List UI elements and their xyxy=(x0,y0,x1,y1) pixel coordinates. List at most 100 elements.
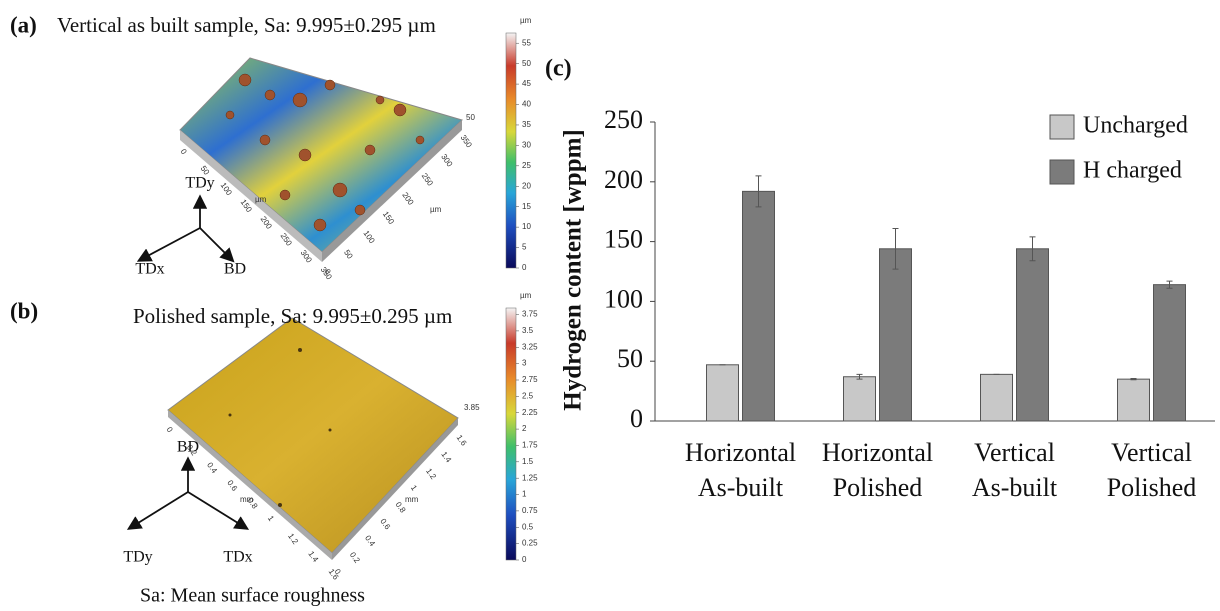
colorbar-tick-label: 3.75 xyxy=(522,310,538,319)
colorbar-tick-label: 3 xyxy=(522,359,527,368)
bar xyxy=(743,191,775,421)
surface-tick-label: 0.2 xyxy=(348,550,362,565)
direction-label: TDy xyxy=(123,549,152,566)
surface-a xyxy=(180,58,462,262)
colorbar-tick-label: 30 xyxy=(522,141,531,150)
colorbar-tick-label: 2.5 xyxy=(522,391,534,400)
panel-label: (a) xyxy=(10,12,37,37)
legend-label: Uncharged xyxy=(1083,113,1188,139)
colorbar-tick-label: 2.25 xyxy=(522,408,538,417)
colorbar-tick-label: 25 xyxy=(522,161,531,170)
surface-tick-label: 0.4 xyxy=(363,534,377,549)
bar xyxy=(981,374,1013,421)
colorbar-tick-label: 2.75 xyxy=(522,375,538,384)
z-label: 3.85 xyxy=(464,403,480,412)
colorbar-tick-label: 45 xyxy=(522,79,531,88)
y-tick-label: 250 xyxy=(604,105,643,134)
colorbar-tick-label: 1.25 xyxy=(522,473,538,482)
colorbar-tick-label: 10 xyxy=(522,222,531,231)
surface-tick-label: 1.4 xyxy=(306,549,320,564)
surface-tick-label: 100 xyxy=(361,229,376,246)
surface-axis-unit: µm xyxy=(430,205,442,214)
direction-label: TDy xyxy=(185,175,214,192)
y-tick-label: 50 xyxy=(617,344,643,373)
direction-label: BD xyxy=(177,439,199,456)
colorbar-tick-label: 0.5 xyxy=(522,522,534,531)
colorbar-tick-label: 15 xyxy=(522,202,531,211)
colorbar-tick-label: 2 xyxy=(522,424,527,433)
x-tick-label: As-built xyxy=(698,473,784,502)
x-tick-label: Horizontal xyxy=(822,438,933,467)
x-tick-label: Horizontal xyxy=(685,438,796,467)
surface-tick-label: 1.2 xyxy=(424,467,438,482)
colorbar xyxy=(506,308,516,560)
y-tick-label: 200 xyxy=(604,165,643,194)
colorbar-tick-label: 55 xyxy=(522,38,531,47)
colorbar-tick-label: 0 xyxy=(522,555,527,564)
direction-label: BD xyxy=(224,261,246,278)
colorbar-tick-label: 0.25 xyxy=(522,539,538,548)
surface-axis-unit: µm xyxy=(255,195,267,204)
surface-tick-label: 1 xyxy=(266,514,276,523)
colorbar-tick-label: 3.25 xyxy=(522,342,538,351)
surface-tick-label: 0.4 xyxy=(205,461,219,476)
surface-axis-unit: mm xyxy=(240,495,254,504)
colorbar-tick-label: 50 xyxy=(522,59,531,68)
legend-swatch xyxy=(1050,115,1074,139)
surface-tick-label: 1 xyxy=(409,483,419,492)
surface-tick-label: 50 xyxy=(342,248,355,261)
panel-label: (b) xyxy=(10,298,38,323)
x-tick-label: Polished xyxy=(1107,473,1197,502)
direction-arrow xyxy=(188,492,246,528)
bar xyxy=(1154,285,1186,421)
x-tick-label: As-built xyxy=(972,473,1058,502)
figure: (a) Vertical as built sample, Sa: 9.995±… xyxy=(0,0,1220,611)
x-tick-label: Vertical xyxy=(974,438,1055,467)
legend-label: H charged xyxy=(1083,158,1182,184)
colorbar-tick-label: 35 xyxy=(522,120,531,129)
panel-title: Polished sample, Sa: 9.995±0.295 µm xyxy=(133,304,452,328)
bar xyxy=(1118,379,1150,421)
bar xyxy=(880,249,912,421)
surface-tick-label: 200 xyxy=(400,191,415,208)
y-tick-label: 0 xyxy=(630,404,643,433)
direction-arrow xyxy=(200,228,232,260)
direction-arrow xyxy=(140,228,200,260)
direction-arrow xyxy=(130,492,188,528)
y-tick-label: 150 xyxy=(604,225,643,254)
colorbar-tick-label: 5 xyxy=(522,243,527,252)
colorbar-tick-label: 20 xyxy=(522,181,531,190)
legend-swatch xyxy=(1050,160,1074,184)
colorbar-unit: µm xyxy=(520,291,532,300)
surface-tick-label: 0 xyxy=(179,147,189,156)
x-tick-label: Polished xyxy=(833,473,923,502)
colorbar-tick-label: 1 xyxy=(522,490,527,499)
colorbar-unit: µm xyxy=(520,16,532,25)
surface-tick-label: 1.4 xyxy=(439,450,453,465)
x-tick-label: Vertical xyxy=(1111,438,1192,467)
surface-tick-label: 300 xyxy=(439,152,454,169)
colorbar-tick-label: 0 xyxy=(522,263,527,272)
surface-tick-label: 1.2 xyxy=(286,532,300,547)
panel-title: Vertical as built sample, Sa: 9.995±0.29… xyxy=(57,13,436,37)
bar xyxy=(707,365,739,421)
direction-label: TDx xyxy=(223,549,252,566)
colorbar-tick-label: 1.75 xyxy=(522,441,538,450)
z-label: 50 xyxy=(466,113,475,122)
y-tick-label: 100 xyxy=(604,284,643,313)
footnote: Sa: Mean surface roughness xyxy=(140,585,365,607)
surface-axis-unit: mm xyxy=(405,495,419,504)
surface-tick-label: 350 xyxy=(459,133,474,150)
bar xyxy=(844,377,876,421)
bar xyxy=(1017,249,1049,421)
panel-label: (c) xyxy=(545,56,572,82)
surface-tick-label: 1.6 xyxy=(455,433,469,448)
y-axis-label: Hydrogen content [wppm] xyxy=(560,129,587,410)
surface-tick-label: 250 xyxy=(420,171,435,188)
surface-tick-label: 0 xyxy=(165,425,175,434)
surface-tick-label: 0.6 xyxy=(225,478,239,493)
colorbar-tick-label: 3.5 xyxy=(522,326,534,335)
colorbar-tick-label: 0.75 xyxy=(522,506,538,515)
colorbar-tick-label: 40 xyxy=(522,100,531,109)
colorbar xyxy=(506,33,516,268)
